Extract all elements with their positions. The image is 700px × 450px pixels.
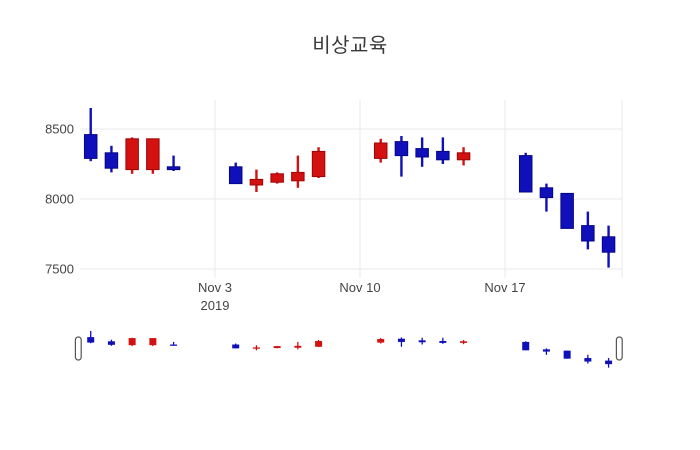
candle-2019-11-15[interactable] — [456, 147, 471, 166]
candle-body — [311, 150, 326, 178]
rangeslider-candle-2019-11-07 — [294, 341, 302, 350]
candle-body — [581, 225, 595, 242]
candle-2019-11-19[interactable] — [539, 183, 554, 212]
candle-2019-11-06[interactable] — [270, 172, 284, 184]
candle-2019-10-30[interactable] — [125, 137, 139, 174]
rangeslider-candle-2019-11-20 — [563, 350, 571, 359]
candle-2019-11-14[interactable] — [436, 137, 450, 164]
y-tick-label-8500: 8500 — [45, 122, 74, 137]
candle-body — [228, 166, 243, 185]
candle-body — [601, 236, 616, 253]
gridlines — [80, 100, 623, 278]
candle-2019-11-21[interactable] — [581, 211, 595, 250]
rangeslider-candle-2019-11-06 — [273, 345, 281, 349]
candle-body — [166, 166, 181, 171]
rangeslider-candle-body — [584, 358, 592, 362]
rangeslider-candle-2019-11-19 — [542, 348, 550, 355]
rangeslider-candle-2019-11-13 — [418, 337, 426, 345]
rangeslider-candle-2019-11-22 — [605, 358, 613, 368]
rangeslider-candle-2019-11-12 — [397, 337, 405, 347]
rangeslider-candle-2019-10-28 — [87, 331, 95, 344]
rangeslider-candle-body — [418, 340, 426, 343]
rangeslider-handle-left[interactable] — [74, 336, 82, 361]
rangeslider-candle-body — [460, 341, 468, 343]
candle-2019-11-07[interactable] — [291, 155, 305, 188]
candle-2019-11-18[interactable] — [518, 152, 533, 193]
chart-title: 비상교육 — [312, 35, 388, 57]
candle-body — [249, 178, 264, 186]
rangeslider-candle-2019-10-30 — [128, 337, 136, 347]
candle-body — [83, 134, 98, 159]
candle-2019-11-05[interactable] — [249, 169, 264, 192]
y-tick-label-8000: 8000 — [45, 192, 74, 207]
x-tick-label-Nov-10: Nov 10 — [339, 280, 380, 295]
rangeslider-candle-body — [605, 360, 613, 365]
rangeslider-candle-2019-11-15 — [460, 340, 468, 345]
candle-2019-11-04[interactable] — [228, 162, 243, 185]
candle-2019-11-12[interactable] — [394, 136, 409, 177]
candle-body — [539, 187, 554, 199]
candle-2019-11-01[interactable] — [166, 155, 181, 171]
rangeslider-candle-2019-10-31 — [149, 338, 157, 347]
rangeslider[interactable] — [74, 331, 623, 368]
candle-2019-10-29[interactable] — [104, 145, 119, 173]
candle-body — [456, 152, 471, 161]
rangeslider-candle-body — [439, 340, 447, 343]
candle-body — [373, 142, 388, 159]
rangeslider-candle-2019-11-11 — [377, 338, 385, 344]
candle-body — [518, 155, 533, 193]
rangeslider-candle-body — [87, 337, 95, 343]
candle-2019-10-31[interactable] — [146, 138, 160, 174]
rangeslider-candle-2019-11-05 — [252, 345, 260, 351]
rangeslider-candle-body — [273, 346, 281, 349]
rangeslider-candle-body — [377, 339, 385, 343]
candle-2019-11-13[interactable] — [415, 137, 429, 167]
rangeslider-candle-2019-10-29 — [107, 339, 115, 346]
y-tick-label-7500: 7500 — [45, 262, 74, 277]
rangeslider-candle-body — [170, 344, 178, 346]
rangeslider-candle-body — [397, 338, 405, 342]
rangeslider-candle-body — [522, 341, 530, 351]
rangeslider-candle-2019-11-14 — [439, 337, 447, 344]
y-axis: 8500 8000 7500 — [45, 122, 74, 277]
rangeslider-candle-body — [107, 341, 115, 345]
candle-2019-11-11[interactable] — [373, 138, 388, 163]
x-tick-sublabel-2019: 2019 — [201, 298, 230, 313]
candle-body — [415, 148, 429, 158]
rangeslider-candle-body — [232, 344, 240, 349]
rangeslider-candle-body — [149, 338, 157, 346]
rangeslider-candle-body — [315, 340, 323, 347]
rangeslider-candle-2019-11-01 — [170, 341, 178, 346]
candle-body — [560, 192, 574, 229]
candle-body — [146, 138, 160, 171]
candle-2019-11-20[interactable] — [560, 192, 574, 229]
rangeslider-candle-body — [542, 349, 550, 352]
rangeslider-candle-2019-11-18 — [522, 341, 530, 351]
candle-body — [104, 152, 119, 169]
candle-body — [270, 173, 284, 183]
candle-2019-10-28[interactable] — [83, 108, 98, 162]
rangeslider-candle-2019-11-04 — [232, 343, 240, 349]
candles — [83, 108, 616, 268]
rangeslider-candle-2019-11-08 — [315, 340, 323, 348]
candle-2019-11-22[interactable] — [601, 225, 616, 268]
rangeslider-candle-2019-11-21 — [584, 354, 592, 364]
candle-body — [394, 141, 409, 157]
rangeslider-candle-body — [252, 347, 260, 349]
candle-2019-11-08[interactable] — [311, 147, 326, 178]
rangeslider-candle-body — [128, 338, 136, 346]
rangeslider-candle-body — [294, 345, 302, 348]
candle-body — [125, 138, 139, 171]
x-axis: Nov 3 2019 Nov 10 Nov 17 — [198, 280, 526, 313]
candle-body — [291, 171, 305, 182]
rangeslider-candle-body — [563, 350, 571, 359]
rangeslider-handle-right[interactable] — [615, 336, 623, 361]
x-tick-label-Nov-3: Nov 3 — [198, 280, 232, 295]
x-tick-label-Nov-17: Nov 17 — [484, 280, 525, 295]
candle-body — [436, 150, 450, 161]
